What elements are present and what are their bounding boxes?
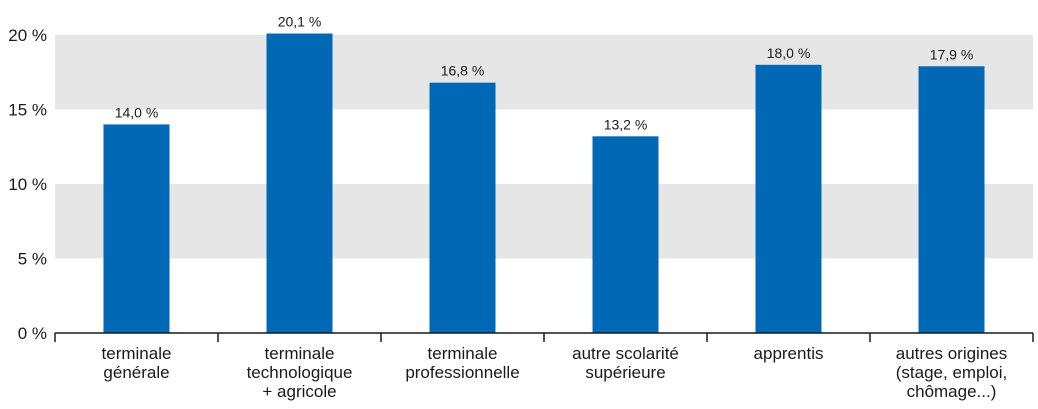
x-tick-label-line: terminale	[102, 344, 172, 363]
x-tick-label: autre scolarité supérieure	[572, 344, 679, 382]
x-tick-label-line: apprentis	[754, 344, 824, 363]
x-tick-label-line: supérieure	[585, 363, 665, 382]
x-tick-label: apprentis	[754, 344, 824, 363]
bar	[266, 33, 333, 333]
data-label: 16,8 %	[441, 63, 485, 79]
y-tick-label: 10 %	[8, 175, 47, 194]
x-axis	[54, 332, 1034, 342]
y-tick-label: 5 %	[18, 250, 47, 269]
x-tick-label-line: autres origines	[896, 344, 1008, 363]
data-labels: 14,0 % 20,1 % 16,8 % 13,2 % 18,0 % 17,9 %	[115, 14, 974, 133]
data-label: 17,9 %	[930, 46, 974, 62]
data-label: 14,0 %	[115, 104, 159, 120]
y-tick-label: 0 %	[18, 324, 47, 343]
x-tick-label-line: autre scolarité	[572, 344, 679, 363]
x-tick-label-line: technologique	[247, 363, 353, 382]
grid-bands	[55, 35, 1033, 259]
data-label: 13,2 %	[604, 116, 648, 132]
x-tick-label-line: terminale	[265, 344, 335, 363]
x-tick-label-line: générale	[103, 363, 169, 382]
y-tick-label: 15 %	[8, 101, 47, 120]
data-label: 18,0 %	[767, 45, 811, 61]
bar	[429, 82, 496, 334]
grid-band	[55, 184, 1033, 259]
bars	[103, 33, 985, 334]
grid-band	[55, 35, 1033, 110]
bar	[918, 66, 985, 333]
x-tick-label: terminale générale	[102, 344, 172, 382]
y-tick-label: 20 %	[8, 26, 47, 45]
y-axis-ticks: 0 % 5 % 10 % 15 % 20 %	[8, 26, 47, 343]
x-tick-label: terminale technologique + agricole	[247, 344, 353, 401]
bar	[103, 124, 170, 334]
bar	[592, 136, 659, 333]
x-tick-label: terminale professionnelle	[405, 344, 519, 382]
x-tick-label: autres origines (stage, emploi, chômage...…	[896, 344, 1008, 401]
x-tick-label-line: terminale	[428, 344, 498, 363]
x-tick-label-line: + agricole	[262, 382, 336, 401]
x-tick-label-line: (stage, emploi,	[896, 363, 1008, 382]
bar	[755, 64, 822, 334]
x-tick-label-line: chômage...)	[907, 382, 997, 401]
x-tick-label-line: professionnelle	[405, 363, 519, 382]
data-label: 20,1 %	[278, 14, 322, 30]
